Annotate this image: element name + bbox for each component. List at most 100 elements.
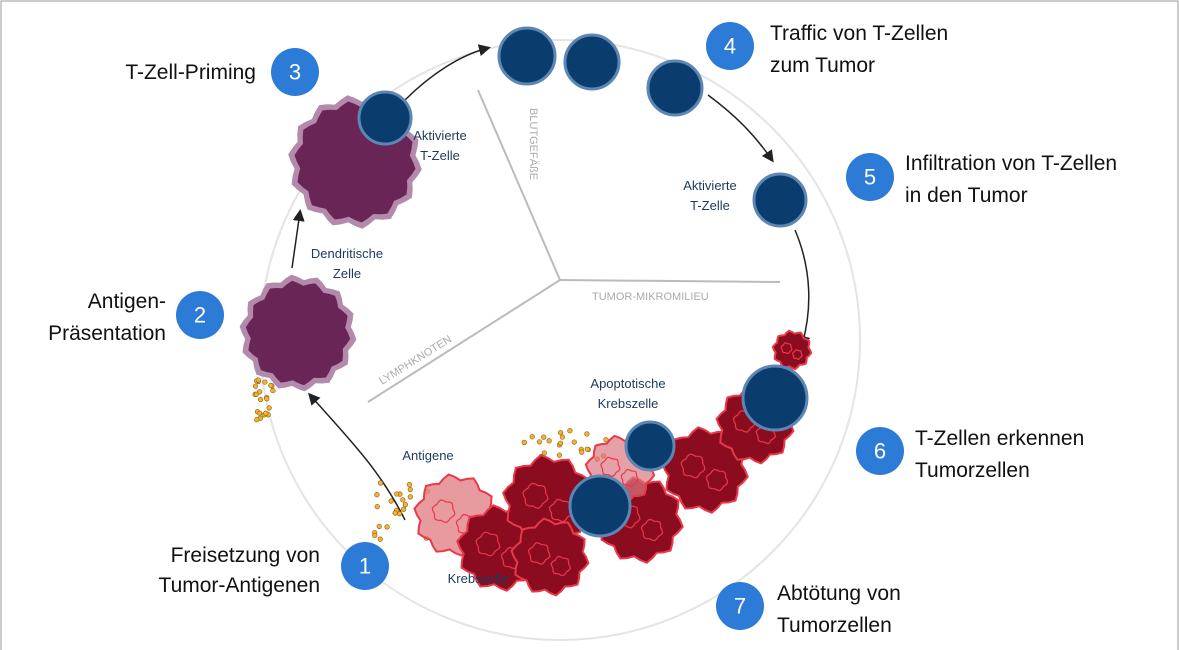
antigen-dot [254, 417, 259, 422]
step-number: 3 [289, 60, 301, 85]
region-label: LYMPHKNOTEN [377, 333, 454, 387]
arrow [708, 95, 772, 160]
antigen-dot [378, 537, 383, 542]
t-cell [499, 28, 555, 84]
t-cell [743, 366, 807, 430]
step-number: 7 [734, 594, 746, 619]
step-number: 5 [864, 165, 876, 190]
antigen-dot [264, 396, 269, 401]
antigen-dot [394, 492, 399, 497]
arrow [292, 212, 300, 268]
t-cell [648, 61, 702, 115]
step-label: Tumorzellen [777, 614, 892, 637]
step-label: Traffic von T-Zellen [770, 22, 948, 45]
step-number: 1 [359, 554, 371, 579]
t-cell [626, 422, 674, 470]
t-cell [565, 35, 619, 89]
antigen-dot [263, 411, 268, 416]
antigen-dot [403, 502, 408, 507]
antigen-dot [572, 440, 577, 445]
step-label: Tumorzellen [915, 459, 1030, 482]
antigen-dot [263, 380, 268, 385]
region-divider [478, 90, 560, 280]
antigen-dot [579, 450, 584, 455]
step-number: 6 [874, 439, 886, 464]
region-label: BLUTGEFÄßE [527, 108, 539, 180]
step-number: 2 [194, 303, 206, 328]
step-label: T-Zellen erkennen [915, 427, 1084, 450]
cell-label: Antigene [402, 448, 453, 463]
step: 5 Infiltration von T-Zellen in den Tumor [846, 152, 1117, 207]
antigen-dot [522, 440, 527, 445]
t-cell [754, 174, 806, 226]
antigen-dot [271, 388, 276, 393]
cell-label: T-Zelle [690, 198, 730, 213]
antigen-dot [257, 411, 262, 416]
antigen-dot [585, 447, 590, 452]
step-label: Freisetzung von [171, 544, 320, 567]
step-label: zum Tumor [770, 54, 875, 77]
antigen-dot [408, 487, 413, 492]
antigen-dot [558, 441, 563, 446]
step: 4 Traffic von T-Zellen zum Tumor [706, 22, 948, 77]
step-label: T-Zell-Priming [125, 61, 256, 84]
antigen-dot [560, 435, 565, 440]
decorations [240, 28, 812, 595]
antigen-dot [256, 378, 261, 383]
antigen-dot [375, 492, 380, 497]
step-label: in den Tumor [905, 184, 1028, 207]
step-label: Tumor-Antigenen [159, 574, 320, 597]
step-number: 4 [724, 34, 736, 59]
cell-label: Aktivierte [413, 128, 466, 143]
cell-label: Krebszelle [448, 571, 509, 586]
region-divider [560, 280, 780, 282]
antigen-dot [537, 440, 542, 445]
cell-label: Krebszelle [598, 396, 659, 411]
arrow [795, 230, 809, 345]
step-label: Infiltration von T-Zellen [905, 152, 1117, 175]
step: 2 Antigen- Präsentation [48, 290, 224, 345]
antigen-dot [407, 482, 412, 487]
arrow [405, 48, 488, 100]
antigen-dot [393, 511, 398, 516]
step: 1 Freisetzung von Tumor-Antigenen [159, 542, 389, 597]
cell-label: Dendritische [311, 246, 383, 261]
antigen-dot [558, 430, 563, 435]
antigen-dot [541, 435, 546, 440]
antigen-dot [401, 507, 406, 512]
antigen-dot [530, 434, 535, 439]
t-cell [570, 476, 630, 536]
region-label: TUMOR-MIKROMILIEU [592, 291, 709, 303]
antigen-dot [372, 533, 377, 538]
antigen-dot [269, 383, 274, 388]
antigen-dot [385, 525, 390, 530]
step: 7 Abtötung von Tumorzellen [716, 582, 901, 637]
antigen-dot [267, 406, 272, 411]
step: 3 T-Zell-Priming [125, 48, 319, 96]
antigen-dot [253, 384, 258, 389]
antigen-dot [585, 432, 590, 437]
t-cell [359, 92, 411, 144]
step-label: Antigen- [88, 290, 166, 313]
cell-label: Apoptotische [590, 376, 665, 391]
antigen-dot [375, 504, 380, 509]
antigen-dot [557, 453, 562, 458]
cell-label: T-Zelle [420, 148, 460, 163]
page: BLUTGEFÄßE TUMOR-MIKROMILIEU LYMPHKNOTEN… [0, 0, 1179, 650]
antigen-dot [401, 498, 406, 503]
diagram: BLUTGEFÄßE TUMOR-MIKROMILIEU LYMPHKNOTEN… [0, 0, 1179, 650]
cell-label: Zelle [333, 266, 361, 281]
antigen-dot [257, 390, 262, 395]
antigen-dot [378, 481, 383, 486]
cell-label: Aktivierte [683, 178, 736, 193]
antigen-dot [408, 495, 413, 500]
region-divider [368, 280, 560, 402]
antigen-dot [568, 428, 573, 433]
antigen-dot [258, 397, 263, 402]
antigen-dot [389, 499, 394, 504]
step: 6 T-Zellen erkennen Tumorzellen [856, 427, 1084, 482]
antigen-dot [547, 438, 552, 443]
antigen-dot [377, 524, 382, 529]
step-label: Präsentation [48, 322, 166, 345]
step-label: Abtötung von [777, 582, 901, 605]
